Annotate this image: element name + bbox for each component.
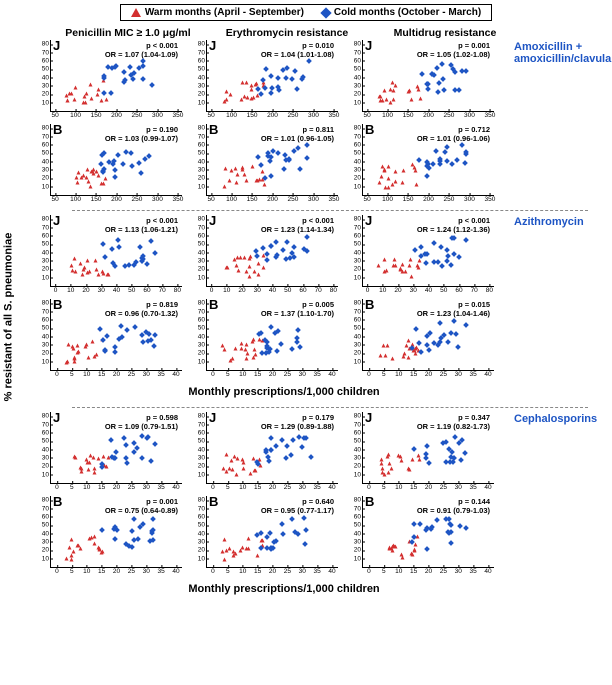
chart-row: Azithromycin Jp < 0.001OR = 1.13 (1.06-1.… [28,214,612,298]
panel-letter: J [365,410,372,425]
scatter-panel: Jp = 0.598OR = 1.09 (0.79-1.51)102030405… [30,412,182,494]
scatter-panel: Bp = 0.005OR = 1.37 (1.10-1.70)102030405… [186,299,338,381]
chart-grid: % resistant of all S. pneumoniae Amoxici… [0,39,612,595]
panel-stats: p = 0.144OR = 0.91 (0.79-1.03) [417,497,490,516]
panel-stats: p = 0.179OR = 1.29 (0.89-1.88) [261,413,334,432]
legend: Warm months (April - September) Cold mon… [0,0,612,23]
panel-stats: p < 0.001OR = 1.24 (1.12-1.36) [417,216,490,235]
scatter-panel: Bp = 0.811OR = 1.01 (0.96-1.05)102030405… [186,124,338,206]
scatter-panel: Jp < 0.001OR = 1.13 (1.06-1.21)102030405… [30,215,182,297]
chart-row: Amoxicillin + amoxicillin/clavulanate Jp … [28,39,612,123]
panel-stats: p = 0.819OR = 0.96 (0.70-1.32) [105,300,178,319]
col-header-2: Erythromycin resistance [208,27,366,39]
scatter-panel: Bp = 0.712OR = 1.01 (0.96-1.06)102030405… [342,124,494,206]
panel-letter: J [365,38,372,53]
drug-label: Azithromycin [514,216,610,228]
chart-row: Bp = 0.190OR = 1.03 (0.99-1.07)102030405… [28,123,612,207]
chart-row: Bp = 0.001OR = 0.75 (0.64-0.89)102030405… [28,495,612,579]
legend-warm: Warm months (April - September) [131,7,304,18]
drug-label: Amoxicillin + amoxicillin/clavulanate [514,41,610,65]
scatter-panel: Bp = 0.144OR = 0.91 (0.79-1.03)102030405… [342,496,494,578]
legend-cold: Cold months (October - March) [322,7,481,18]
panel-letter: B [365,122,374,137]
col-header-1: Penicillin MIC ≥ 1.0 μg/ml [48,27,208,39]
x-axis-label: Monthly prescriptions/1,000 children [28,583,612,595]
drug-label: Cephalosporins [514,413,610,425]
chart-row: Cephalosporins Jp = 0.598OR = 1.09 (0.79-… [28,411,612,495]
diamond-icon [320,7,331,18]
scatter-panel: Bp = 0.001OR = 0.75 (0.64-0.89)102030405… [30,496,182,578]
triangle-icon [131,8,141,17]
panel-stats: p = 0.347OR = 1.19 (0.82-1.73) [417,413,490,432]
panel-stats: p = 0.001OR = 0.75 (0.64-0.89) [105,497,178,516]
column-headers: Penicillin MIC ≥ 1.0 μg/ml Erythromycin … [0,27,612,39]
scatter-panel: Bp = 0.015OR = 1.23 (1.04-1.46)102030405… [342,299,494,381]
panel-stats: p < 0.001OR = 1.13 (1.06-1.21) [105,216,178,235]
panel-stats: p = 0.640OR = 0.95 (0.77-1.17) [261,497,334,516]
panel-stats: p = 0.811OR = 1.01 (0.96-1.05) [261,125,334,144]
scatter-panel: Bp = 0.640OR = 0.95 (0.77-1.17)102030405… [186,496,338,578]
panel-stats: p = 0.190OR = 1.03 (0.99-1.07) [105,125,178,144]
panel-stats: p < 0.001OR = 1.07 (1.04-1.09) [105,41,178,60]
panel-stats: p = 0.001OR = 1.05 (1.02-1.08) [417,41,490,60]
panel-letter: B [209,297,218,312]
scatter-panel: Bp = 0.190OR = 1.03 (0.99-1.07)102030405… [30,124,182,206]
scatter-panel: Jp = 0.179OR = 1.29 (0.89-1.88)102030405… [186,412,338,494]
panel-letter: B [53,297,62,312]
panel-letter: J [209,213,216,228]
panel-stats: p = 0.005OR = 1.37 (1.10-1.70) [261,300,334,319]
panel-letter: J [209,38,216,53]
scatter-panel: Bp = 0.819OR = 0.96 (0.70-1.32)102030405… [30,299,182,381]
panel-letter: B [365,494,374,509]
panel-letter: B [209,494,218,509]
legend-warm-label: Warm months (April - September) [145,7,304,18]
y-axis-label: % resistant of all S. pneumoniae [2,233,14,402]
panel-letter: B [209,122,218,137]
panel-letter: B [53,494,62,509]
scatter-panel: Jp < 0.001OR = 1.07 (1.04-1.09)102030405… [30,40,182,122]
panel-letter: B [365,297,374,312]
panel-letter: J [53,38,60,53]
panel-stats: p < 0.001OR = 1.23 (1.14-1.34) [261,216,334,235]
panel-letter: J [53,410,60,425]
panel-stats: p = 0.598OR = 1.09 (0.79-1.51) [105,413,178,432]
x-axis-label: Monthly prescriptions/1,000 children [28,386,612,398]
panel-letter: J [53,213,60,228]
panel-letter: J [209,410,216,425]
panel-stats: p = 0.712OR = 1.01 (0.96-1.06) [417,125,490,144]
panel-letter: B [53,122,62,137]
scatter-panel: Jp = 0.347OR = 1.19 (0.82-1.73)102030405… [342,412,494,494]
legend-cold-label: Cold months (October - March) [334,7,481,18]
scatter-panel: Jp = 0.001OR = 1.05 (1.02-1.08)102030405… [342,40,494,122]
scatter-panel: Jp < 0.001OR = 1.24 (1.12-1.36)102030405… [342,215,494,297]
col-header-3: Multidrug resistance [366,27,524,39]
scatter-panel: Jp < 0.001OR = 1.23 (1.14-1.34)102030405… [186,215,338,297]
chart-row: Bp = 0.819OR = 0.96 (0.70-1.32)102030405… [28,298,612,382]
panel-stats: p = 0.015OR = 1.23 (1.04-1.46) [417,300,490,319]
scatter-panel: Jp = 0.010OR = 1.04 (1.01-1.08)102030405… [186,40,338,122]
panel-stats: p = 0.010OR = 1.04 (1.01-1.08) [261,41,334,60]
panel-letter: J [365,213,372,228]
